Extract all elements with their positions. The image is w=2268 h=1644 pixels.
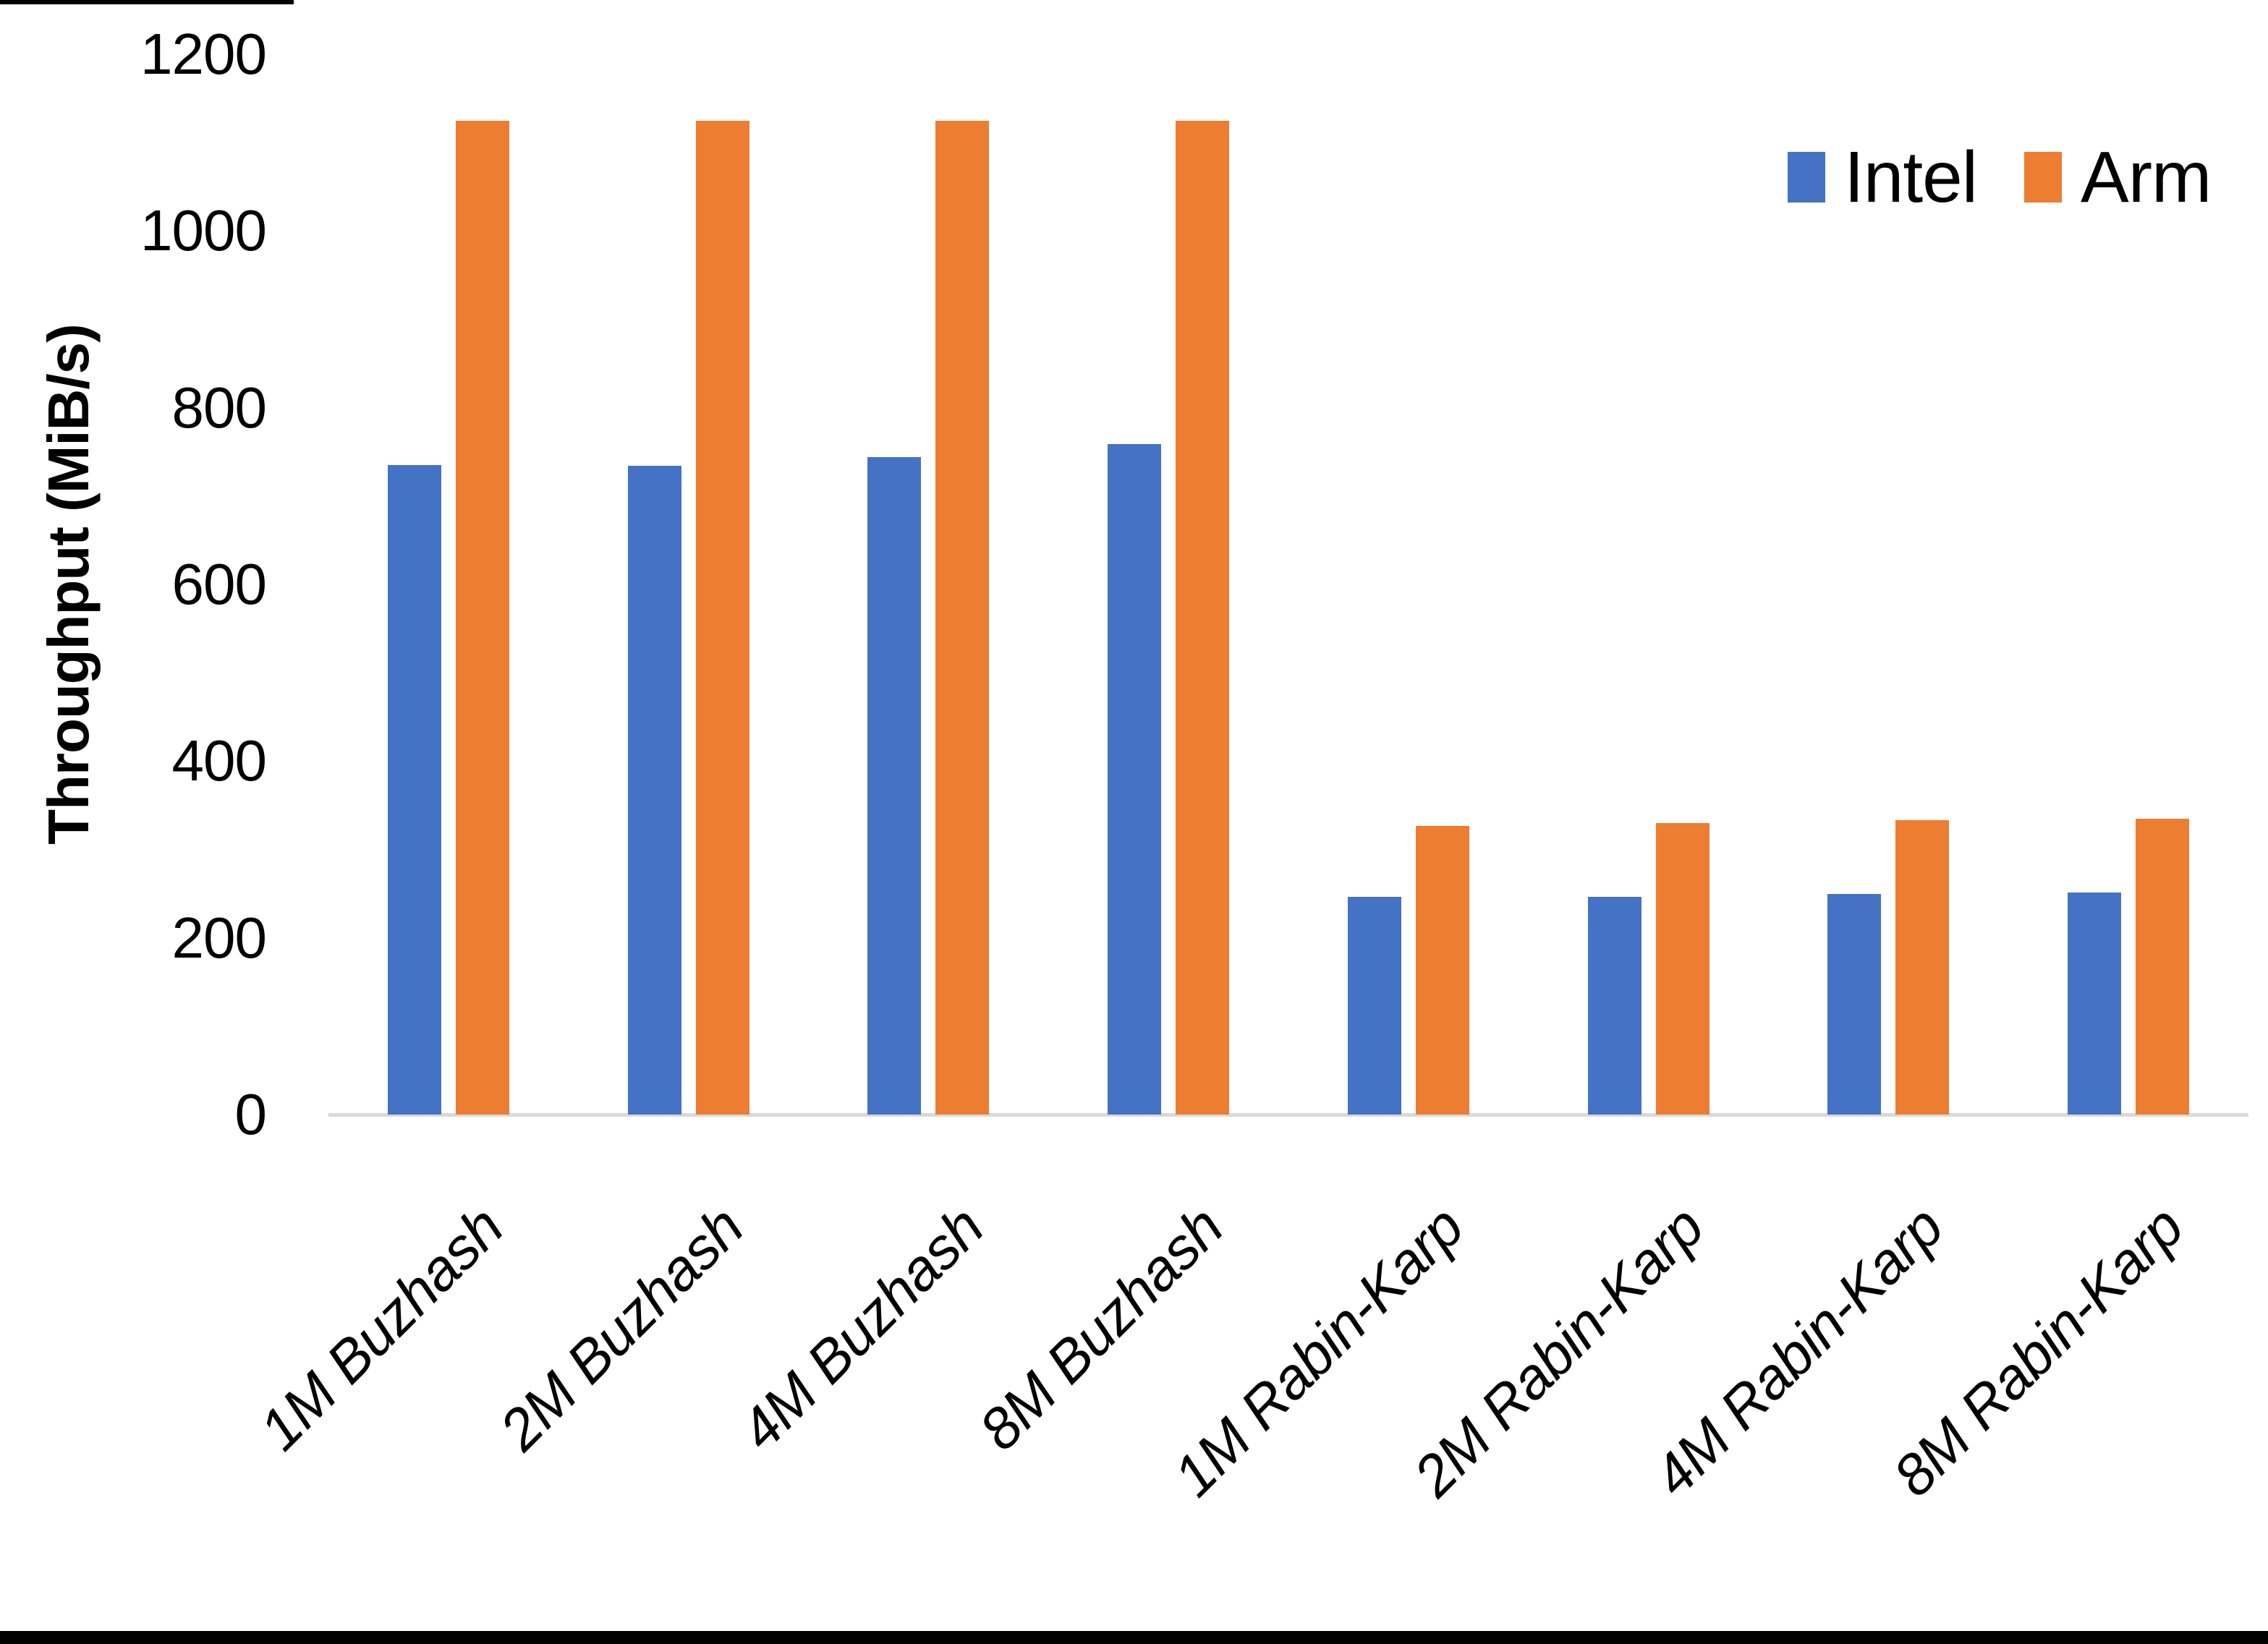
y-tick-label: 400 xyxy=(171,728,267,793)
legend-label-arm: Arm xyxy=(2081,137,2212,218)
x-category-label: 2M Buzhash xyxy=(487,1194,755,1462)
bar-intel-2m-buzhash xyxy=(627,466,681,1115)
bar-group-1m-rabin-karp xyxy=(1288,54,1529,1115)
bar-arm-1m-rabin-karp xyxy=(1415,825,1469,1115)
bar-arm-1m-buzhash xyxy=(455,120,509,1115)
bar-group-1m-buzhash xyxy=(328,54,569,1115)
bar-intel-1m-rabin-karp xyxy=(1347,897,1401,1115)
bar-arm-4m-rabin-karp xyxy=(1895,820,1950,1115)
x-axis-line xyxy=(328,1113,2248,1117)
bar-intel-2m-rabin-karp xyxy=(1587,897,1641,1115)
x-category-label: 1M Buzhash xyxy=(247,1194,516,1462)
bar-intel-8m-rabin-karp xyxy=(2068,893,2122,1115)
bar-arm-2m-rabin-karp xyxy=(1655,822,1710,1115)
bar-intel-1m-buzhash xyxy=(387,465,441,1115)
y-tick-label: 600 xyxy=(171,552,267,616)
x-category-label: 8M Buzhash xyxy=(967,1194,1236,1462)
bar-group-8m-buzhash xyxy=(1048,54,1288,1115)
bar-arm-4m-buzhash xyxy=(935,120,990,1115)
legend-label-intel: Intel xyxy=(1844,137,1978,218)
plot-area xyxy=(328,54,2248,1115)
bar-group-4m-buzhash xyxy=(809,54,1049,1115)
legend-swatch-intel xyxy=(1788,152,1825,203)
y-tick-label: 800 xyxy=(171,375,267,440)
bar-arm-2m-buzhash xyxy=(695,120,749,1115)
legend-item-intel: Intel xyxy=(1788,137,1978,218)
bar-group-8m-rabin-karp xyxy=(2008,54,2248,1115)
bar-intel-4m-rabin-karp xyxy=(1827,893,1882,1115)
bar-intel-8m-buzhash xyxy=(1108,443,1162,1115)
bar-group-2m-buzhash xyxy=(569,54,809,1115)
bar-intel-4m-buzhash xyxy=(867,457,922,1115)
y-tick-label: 0 xyxy=(234,1082,268,1146)
legend-item-arm: Arm xyxy=(2024,137,2212,218)
bar-arm-8m-buzhash xyxy=(1176,120,1230,1115)
bar-group-4m-rabin-karp xyxy=(1769,54,2009,1115)
y-tick-label: 200 xyxy=(171,905,267,970)
bar-arm-8m-rabin-karp xyxy=(2136,818,2190,1115)
bar-group-2m-rabin-karp xyxy=(1529,54,1769,1115)
page-bottom-border xyxy=(0,1631,2268,1644)
y-tick-label: 1000 xyxy=(140,198,267,263)
y-tick-label: 1200 xyxy=(140,22,267,86)
legend-swatch-arm xyxy=(2024,152,2062,203)
x-category-label: 4M Buzhash xyxy=(727,1194,995,1462)
page-top-border-fragment xyxy=(0,0,294,4)
